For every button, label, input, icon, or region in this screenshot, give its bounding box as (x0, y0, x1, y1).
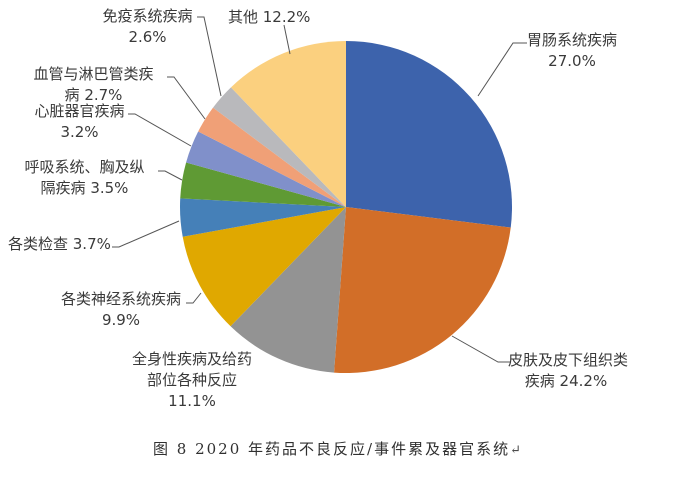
slice-label-line: 其他 12.2% (228, 8, 311, 26)
slice-label-line: 27.0% (548, 52, 596, 70)
slice-label-3: 全身性疾病及给药 部位各种反应 11.1% (130, 349, 254, 412)
slice-label-5: 各类检查 3.7% (8, 234, 114, 255)
slice-label-line: 血管与淋巴管类疾 (33, 65, 154, 83)
slice-label-line: 疾病 24.2% (524, 372, 608, 390)
caption-text: 图 8 2020 年药品不良反应/事件累及器官系统 (153, 440, 511, 458)
leader-line-2 (451, 335, 511, 363)
pie-slice-7 (186, 131, 346, 207)
pie-slice-2 (334, 207, 511, 374)
slice-label-line: 各类神经系统疾病 (60, 290, 181, 308)
slice-label-line: 皮肤及皮下组织类 (508, 351, 629, 369)
slice-label-line: 隔疾病 3.5% (40, 179, 129, 197)
slice-label-line: 病 2.7% (64, 86, 123, 104)
slice-label-line: 2.6% (128, 28, 167, 46)
slice-label-line: 全身性疾病及给药 (131, 350, 252, 368)
slice-label-2: 皮肤及皮下组织类 疾病 24.2% (508, 350, 629, 392)
slice-label-line: 呼吸系统、胸及纵 (24, 158, 145, 176)
slice-label-line: 11.1% (168, 392, 216, 410)
slice-label-10: 其他 12.2% (228, 7, 313, 28)
leader-line-5 (112, 220, 180, 248)
slice-label-8: 血管与淋巴管类疾病 2.7% (20, 64, 167, 106)
slice-label-line: 9.9% (101, 311, 141, 329)
leader-line-6 (158, 170, 183, 181)
slice-label-line: 各类检查 3.7% (8, 235, 111, 253)
leader-line-10 (283, 24, 291, 55)
paragraph-mark-icon: ↵ (510, 443, 521, 458)
pie-slice-8 (198, 107, 346, 207)
figure-caption: 图 8 2020 年药品不良反应/事件累及器官系统↵ (0, 438, 674, 459)
slice-label-4: 各类神经系统疾病 9.9% (53, 289, 189, 331)
leader-line-4 (186, 292, 202, 304)
pie-slice-4 (182, 207, 346, 327)
pie-slice-1 (346, 41, 513, 228)
slice-label-1: 胃肠系统疾病 27.0% (521, 30, 623, 72)
leader-line-8 (167, 76, 206, 120)
leader-line-9 (197, 16, 222, 97)
slice-label-9: 免疫系统疾病 2.6% (97, 6, 198, 48)
slice-label-line: 免疫系统疾病 (102, 7, 193, 25)
leader-line-7 (128, 113, 192, 147)
slice-label-7: 心脏器官疾病 3.2% (28, 101, 131, 143)
pie-slice-6 (180, 162, 346, 207)
slice-label-line: 部位各种反应 (146, 371, 237, 389)
slice-label-6: 呼吸系统、胸及纵 隔疾病 3.5% (11, 157, 158, 199)
slice-label-line: 心脏器官疾病 (34, 102, 125, 120)
slice-label-line: 3.2% (60, 123, 99, 141)
pie-slice-3 (230, 207, 346, 373)
pie-slice-10 (230, 41, 346, 207)
pie-slice-5 (179, 198, 346, 237)
pie-slice-9 (213, 87, 346, 207)
slice-label-line: 胃肠系统疾病 (526, 31, 617, 49)
leader-line-1 (477, 42, 527, 97)
